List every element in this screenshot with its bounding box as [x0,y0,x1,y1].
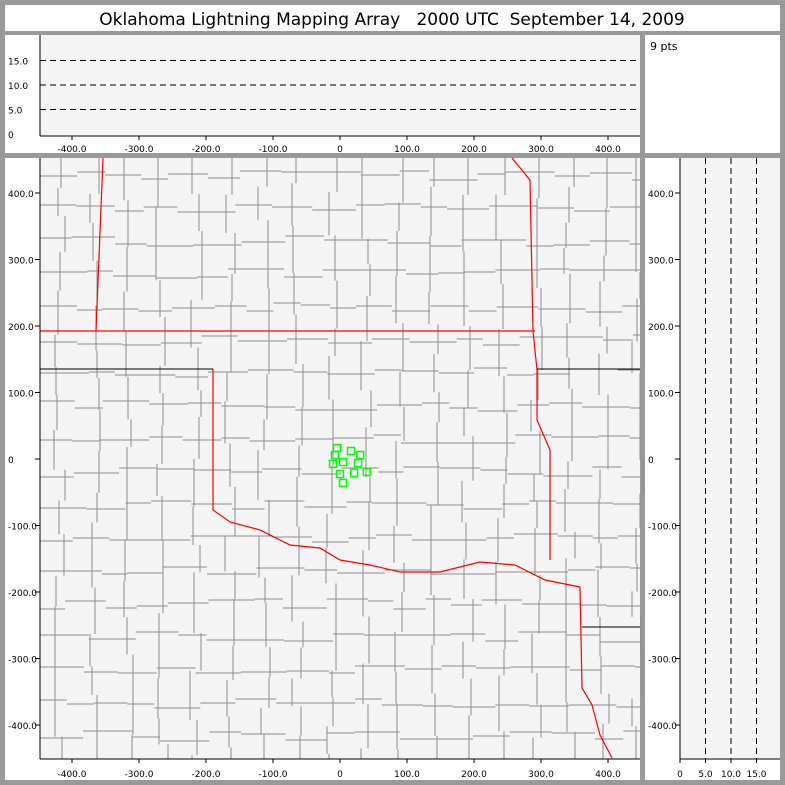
lightning-source-point [355,450,365,460]
map-x-tick-label: 200.0 [461,770,487,780]
lightning-source-point [353,458,363,468]
side-plot-area [680,158,780,759]
side-y-tick-label: 0 [648,456,654,466]
county-borders [40,158,644,759]
map-y-tick-label: 0 [8,456,14,466]
map-x-tick-label: 0 [337,770,343,780]
side-x-tick-label: 0 [677,770,683,780]
lightning-source-point [338,478,348,488]
map-y-tick-label: -100.0 [8,523,37,533]
lightning-source-point [335,469,345,479]
lightning-source-point [362,467,372,477]
side-y-tick-label: 300.0 [648,257,674,267]
chart-title: Oklahoma Lightning Mapping Array 2000 UT… [99,10,684,30]
top-x-tick-label: 200.0 [461,145,487,155]
map-x-tick-label: 400.0 [595,770,621,780]
info-panel [645,35,780,153]
map-y-tick-label: -300.0 [8,656,37,666]
lightning-source-point [330,450,340,460]
state-border [579,586,613,759]
side-y-tick-label: -400.0 [648,722,677,732]
top-x-tick-label: 300.0 [528,145,554,155]
top-x-tick-label: -300.0 [124,145,153,155]
map-x-tick-label: -300.0 [124,770,153,780]
map-y-tick-label: -200.0 [8,589,37,599]
top-y-tick-label: 15.0 [8,58,28,68]
map-x-tick-label: 100.0 [394,770,420,780]
top-x-tick-label: 100.0 [394,145,420,155]
plot-marks: -400.0 -300.0 -200.0 -100.0 0 100.0 200.0 300.0… [8,35,780,780]
top-x-tick-label: -400.0 [57,145,86,155]
top-y-tick-label: 10.0 [8,82,28,92]
map-x-tick-label: -100.0 [258,770,287,780]
side-y-tick-label: 400.0 [648,190,674,200]
side-x-tick-label: 15.0 [746,770,766,780]
top-y-tick-label: 0 [8,131,14,141]
state-border [95,157,104,332]
map-y-tick-label: 100.0 [8,390,34,400]
state-borders [40,157,640,759]
lightning-source-point [338,457,348,467]
map-y-tick-label: -400.0 [8,722,37,732]
title-bar [5,5,780,31]
side-x-tick-label: 5.0 [698,770,713,780]
side-y-tick-label: -200.0 [648,589,677,599]
top-x-tick-label: -100.0 [258,145,287,155]
side-y-tick-label: 200.0 [648,323,674,333]
side-x-tick-label: 10.0 [721,770,741,780]
lightning-source-point [346,446,356,456]
map-y-tick-label: 300.0 [8,257,34,267]
top-x-tick-label: 400.0 [595,145,621,155]
map-y-tick-label: 200.0 [8,323,34,333]
lightning-source-point [349,468,359,478]
side-y-tick-label: -100.0 [648,523,677,533]
top-y-tick-label: 5.0 [8,107,23,117]
top-x-tick-label: 0 [337,145,343,155]
map-x-tick-label: -200.0 [191,770,220,780]
map-y-tick-label: 400.0 [8,190,34,200]
lightning-source-point [328,459,338,469]
side-y-tick-label: 100.0 [648,390,674,400]
state-border [212,369,581,588]
point-count: 9 pts [650,40,678,53]
map-x-tick-label: -400.0 [57,770,86,780]
top-x-tick-label: -200.0 [191,145,220,155]
map-x-tick-label: 300.0 [528,770,554,780]
state-border [511,157,551,560]
side-y-tick-label: -300.0 [648,656,677,666]
